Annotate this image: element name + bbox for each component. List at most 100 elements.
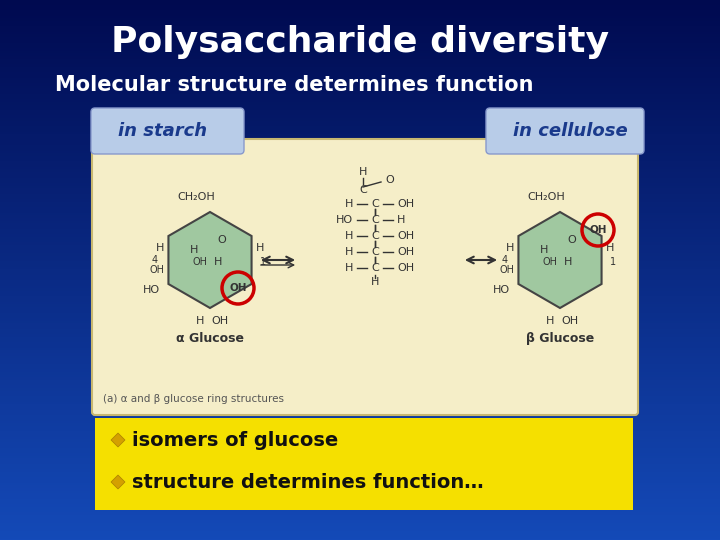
Bar	[0, 282, 720, 286]
Bar	[0, 196, 720, 200]
Bar	[0, 210, 720, 213]
Bar	[0, 434, 720, 437]
Text: H: H	[345, 199, 353, 209]
Bar	[0, 291, 720, 294]
Bar	[0, 525, 720, 529]
Bar	[0, 399, 720, 402]
Bar	[0, 129, 720, 132]
Text: CH₂OH: CH₂OH	[527, 192, 565, 202]
Bar	[0, 137, 720, 140]
Bar	[0, 7, 720, 11]
Bar	[0, 458, 720, 462]
Bar	[0, 228, 720, 232]
Bar	[0, 315, 720, 319]
Text: HO: HO	[143, 285, 160, 295]
Text: OH: OH	[562, 316, 579, 326]
Bar	[0, 509, 720, 513]
Bar	[0, 326, 720, 329]
Bar	[0, 45, 720, 49]
Bar	[0, 426, 720, 429]
Text: HO: HO	[493, 285, 510, 295]
Text: OH: OH	[397, 231, 414, 241]
Bar	[0, 374, 720, 378]
Bar	[0, 436, 720, 440]
Polygon shape	[111, 433, 125, 447]
Bar	[0, 285, 720, 289]
Bar	[0, 380, 720, 383]
Bar	[0, 88, 720, 92]
Bar	[0, 239, 720, 243]
Bar	[0, 34, 720, 38]
Text: H: H	[371, 277, 379, 287]
Bar	[0, 393, 720, 397]
Text: OH: OH	[212, 316, 228, 326]
Bar	[0, 253, 720, 256]
Text: OH: OH	[229, 283, 247, 293]
Bar	[0, 355, 720, 359]
Bar	[0, 220, 720, 224]
Bar	[0, 515, 720, 518]
Bar	[0, 150, 720, 154]
Bar	[0, 177, 720, 181]
Text: O: O	[385, 175, 394, 185]
Bar	[0, 453, 720, 456]
Text: H: H	[397, 215, 405, 225]
Bar	[0, 12, 720, 16]
Bar	[0, 134, 720, 138]
Bar	[0, 531, 720, 535]
Bar	[0, 185, 720, 189]
Text: OH: OH	[397, 247, 414, 257]
Bar	[0, 431, 720, 435]
Bar	[0, 147, 720, 151]
Text: H: H	[214, 257, 222, 267]
Bar	[0, 31, 720, 35]
Bar	[0, 450, 720, 454]
Text: Molecular structure determines function: Molecular structure determines function	[55, 75, 534, 95]
Text: C: C	[371, 231, 379, 241]
Bar	[0, 142, 720, 146]
Bar	[0, 193, 720, 197]
Bar	[0, 323, 720, 327]
Bar	[0, 334, 720, 338]
Text: HO: HO	[336, 215, 353, 225]
Text: OH: OH	[149, 265, 164, 275]
Bar	[0, 312, 720, 316]
Bar	[0, 463, 720, 467]
Bar	[0, 269, 720, 273]
Bar	[0, 466, 720, 470]
Bar	[0, 272, 720, 275]
Text: H: H	[190, 245, 198, 255]
Bar	[0, 372, 720, 375]
Bar	[0, 299, 720, 302]
Bar	[0, 417, 720, 421]
Bar	[0, 396, 720, 400]
Bar	[0, 207, 720, 211]
Text: H: H	[156, 243, 164, 253]
Bar	[0, 469, 720, 472]
Bar	[0, 415, 720, 419]
Text: 1: 1	[610, 257, 616, 267]
Bar	[0, 21, 720, 24]
Bar	[0, 0, 720, 3]
Text: OH: OH	[542, 257, 557, 267]
Polygon shape	[168, 212, 251, 308]
Bar	[0, 2, 720, 5]
Text: H: H	[540, 245, 548, 255]
FancyBboxPatch shape	[486, 108, 644, 154]
Bar	[0, 274, 720, 278]
Bar	[0, 407, 720, 410]
Bar	[0, 180, 720, 184]
Bar	[0, 482, 720, 486]
Bar	[0, 439, 720, 443]
Bar	[0, 126, 720, 130]
Bar	[0, 258, 720, 262]
Text: H: H	[564, 257, 572, 267]
Bar	[0, 39, 720, 43]
FancyBboxPatch shape	[91, 108, 244, 154]
Bar	[0, 112, 720, 116]
Bar	[0, 218, 720, 221]
Bar	[0, 80, 720, 84]
Bar	[0, 247, 720, 251]
Bar	[0, 102, 720, 105]
Bar	[0, 174, 720, 178]
